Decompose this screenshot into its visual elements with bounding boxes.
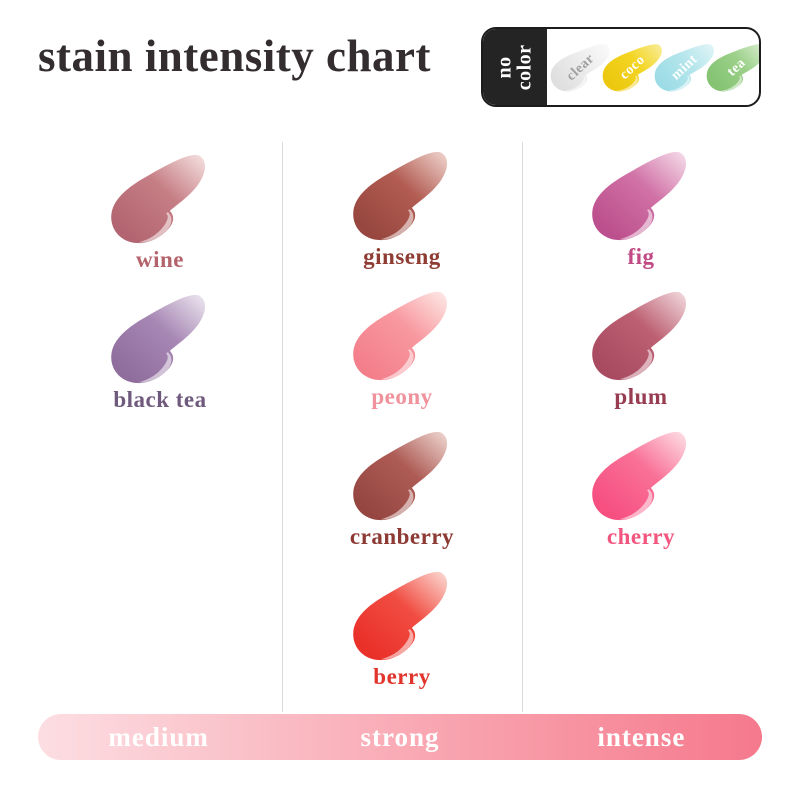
page-title: stain intensity chart bbox=[38, 31, 431, 81]
shade-plum: plum bbox=[561, 284, 721, 410]
swatch-tea: tea bbox=[706, 30, 759, 104]
smear-swatch-icon bbox=[654, 44, 714, 92]
shade-label: cherry bbox=[606, 524, 676, 549]
smear-swatch-icon bbox=[602, 44, 662, 92]
column-divider bbox=[282, 142, 283, 712]
column-divider bbox=[522, 142, 523, 712]
shade-ginseng: ginseng bbox=[322, 144, 482, 270]
shade-label: plum bbox=[614, 384, 668, 409]
smear-swatch-icon bbox=[592, 151, 687, 241]
shade-fig: fig bbox=[561, 144, 721, 270]
shade-label: peony bbox=[371, 384, 433, 409]
smear-swatch-icon bbox=[111, 294, 206, 384]
shade-label: berry bbox=[373, 664, 431, 689]
smear-swatch-icon bbox=[550, 44, 610, 92]
shade-cranberry: cranberry bbox=[322, 424, 482, 550]
intensity-label-strong: strong bbox=[360, 721, 440, 752]
smear-swatch-icon bbox=[353, 571, 448, 661]
shade-peony: peony bbox=[322, 284, 482, 410]
shade-label: black tea bbox=[113, 387, 207, 412]
smear-swatch-icon bbox=[706, 44, 759, 92]
smear-swatch-icon bbox=[353, 291, 448, 381]
intensity-label-intense: intense bbox=[597, 721, 686, 752]
shade-berry: berry bbox=[322, 564, 482, 690]
smear-swatch-icon bbox=[592, 431, 687, 521]
swatch-clear: clear bbox=[550, 30, 610, 104]
intensity-bar: medium strong intense bbox=[38, 714, 762, 760]
no-color-label: no color bbox=[493, 44, 536, 90]
smear-swatch-icon bbox=[111, 154, 206, 244]
smear-swatch-icon bbox=[353, 431, 448, 521]
shade-label: wine bbox=[136, 247, 184, 272]
swatch-coco: coco bbox=[602, 30, 662, 104]
no-color-swatch-strip: clear coco mint tea bbox=[547, 29, 759, 105]
shade-label: fig bbox=[627, 244, 655, 269]
shade-label: cranberry bbox=[349, 524, 455, 549]
shade-label: ginseng bbox=[363, 244, 441, 269]
intensity-label-medium: medium bbox=[108, 721, 209, 752]
no-color-badge: no color clear coco mint tea bbox=[481, 27, 761, 107]
smear-swatch-icon bbox=[353, 151, 448, 241]
smear-swatch-icon bbox=[592, 291, 687, 381]
shade-wine: wine bbox=[80, 147, 240, 273]
swatch-mint: mint bbox=[654, 30, 714, 104]
no-color-tab: no color bbox=[483, 29, 547, 105]
shade-cherry: cherry bbox=[561, 424, 721, 550]
shade-black-tea: black tea bbox=[80, 287, 240, 413]
